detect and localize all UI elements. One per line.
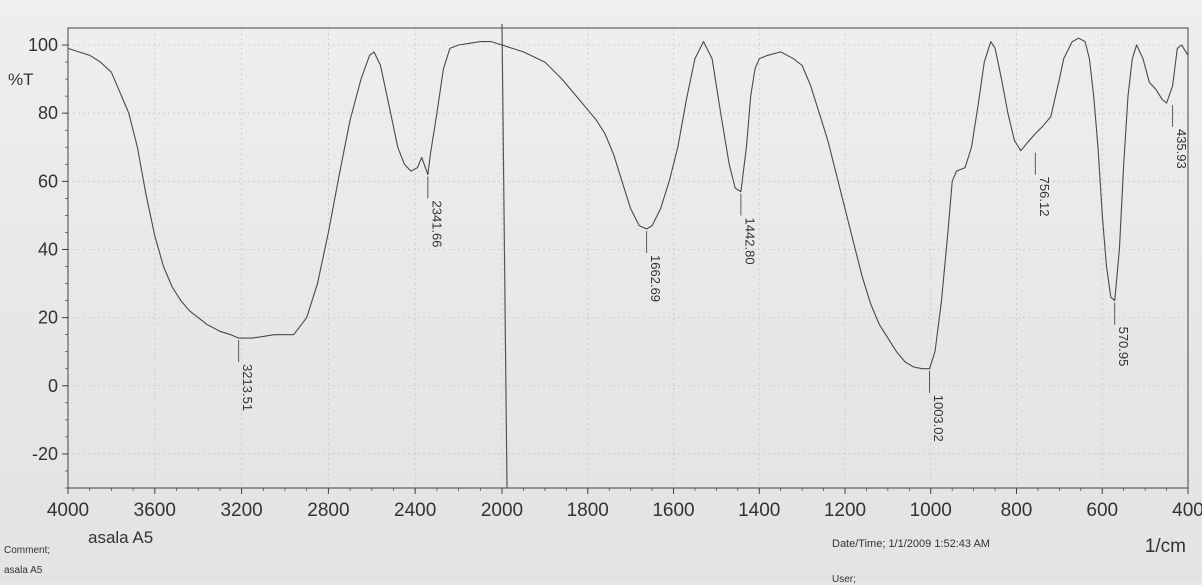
peak-label: 1003.02 [931,395,946,442]
x-tick-label: 2800 [307,500,349,521]
y-tick-label: 0 [48,376,58,396]
x-tick-label: 800 [1001,500,1033,521]
axis-break-line [501,23,508,489]
x-tick-label: 1000 [910,500,952,521]
x-tick-label: 400 [1172,500,1202,521]
comment-label: Comment; [4,545,51,556]
peak-label-layer: 3213.51 2341.66 1662.69 1442.80 1003.02 756.1… [238,104,1189,442]
y-tick-label: 80 [38,103,58,123]
peak-label: 1442.80 [742,218,757,265]
y-tick-label: 100 [28,35,58,55]
x-tick-label: 2400 [394,500,436,521]
datetime-text: Date/Time; 1/1/2009 1:52:43 AM [832,538,990,550]
x-tick-label: 3600 [134,500,176,521]
tick-label-layer: 4000 3600 3200 2800 2400 2000 1800 1600 1400 1200… [8,35,1202,557]
x-tick-label: 3200 [220,500,262,521]
spectrum-line [67,37,1189,370]
x-tick-label: 1200 [824,500,866,521]
axis-layer [62,23,1189,494]
peak-label: 3213.51 [240,364,255,411]
x-axis-label: 1/cm [1145,536,1186,557]
peak-label: 2341.66 [429,201,444,248]
series-layer [67,37,1189,370]
x-tick-label: 1400 [738,500,780,521]
x-tick-label: 600 [1086,500,1118,521]
x-tick-label: 4000 [47,500,89,521]
peak-label: 570.95 [1116,327,1131,367]
plot-frame [67,27,1189,489]
y-tick-label: 20 [38,308,58,328]
y-tick-label: -20 [32,444,58,464]
peak-label: 1662.69 [648,255,663,302]
x-tick-label: 1800 [567,500,609,521]
y-axis-label: %T [8,70,34,89]
peak-label: 756.12 [1037,177,1052,217]
x-tick-label: 2000 [481,500,523,521]
y-tick-label: 60 [38,171,58,191]
x-tick-label: 1600 [652,500,694,521]
grid-layer [68,28,1188,488]
user-text: User; [832,574,856,585]
comment-value: asala A5 [4,565,43,576]
y-tick-label: 40 [38,239,58,259]
peak-label: 435.93 [1174,129,1189,169]
sample-name: asala A5 [88,528,154,547]
